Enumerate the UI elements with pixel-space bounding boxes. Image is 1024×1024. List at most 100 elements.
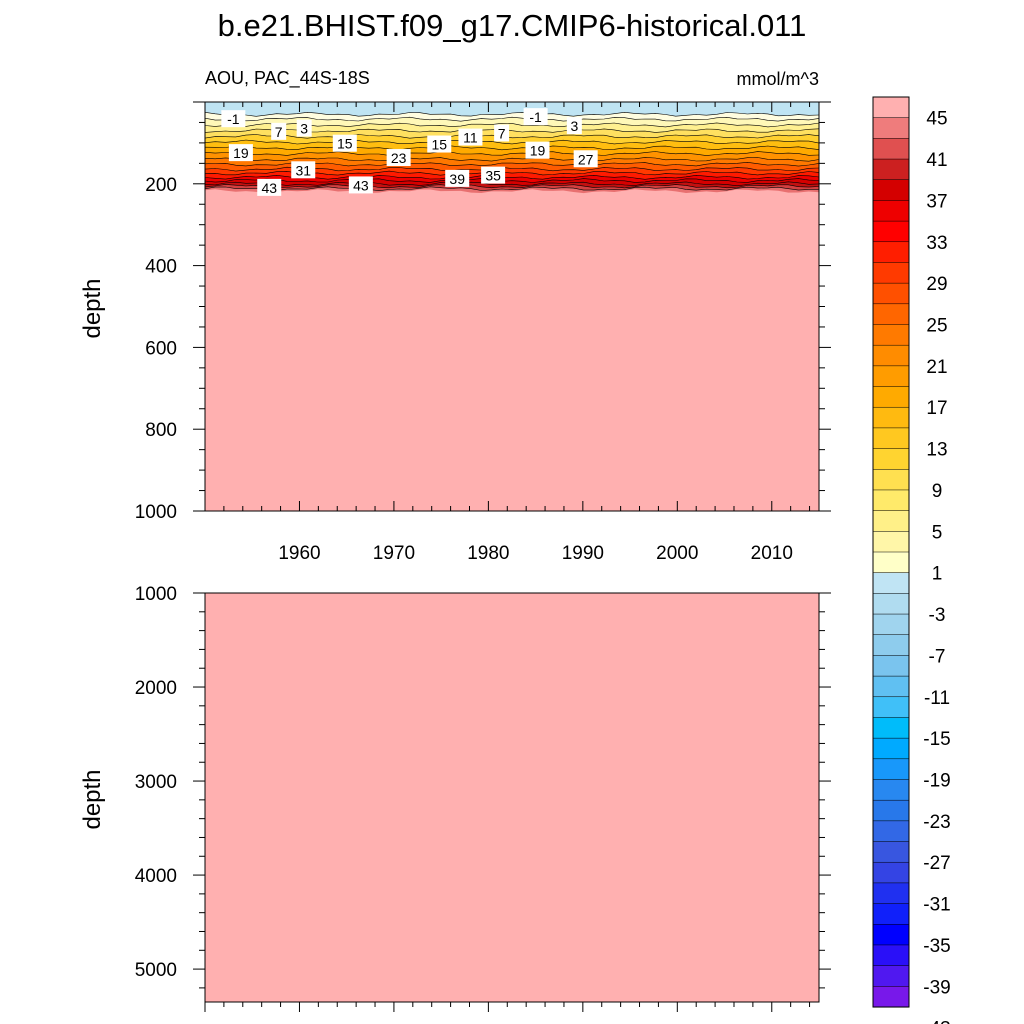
upper-y-axis-label: depth — [79, 278, 106, 338]
colorbar-box — [872, 986, 910, 1008]
contour-band — [205, 102, 819, 117]
x-tick-label: 1960 — [278, 543, 320, 564]
svg-text:-1: -1 — [227, 111, 240, 127]
lower-panel: 1000 2000 3000 4000 5000 depth — [79, 584, 831, 1012]
contour-line — [204, 134, 820, 139]
contour-label: 19 — [228, 144, 253, 162]
y-tick-label: 800 — [145, 420, 177, 441]
y-tick-label: 5000 — [135, 960, 177, 981]
contour-line — [204, 111, 820, 117]
contour-band — [205, 162, 819, 172]
colorbar-box — [872, 882, 910, 905]
contour-label: 7 — [494, 124, 510, 142]
colorbar-box — [872, 717, 910, 739]
svg-text:43: 43 — [261, 180, 277, 196]
svg-text:35: 35 — [485, 168, 501, 184]
colorbar-label: -39 — [923, 977, 950, 998]
colorbar-box — [872, 634, 910, 656]
colorbar-label: -19 — [923, 771, 950, 792]
colorbar-label: 37 — [926, 191, 947, 212]
colorbar-box — [872, 489, 910, 512]
colorbar: 45 41 37 33 29 25 21 17 13 9 5 1 -3 -7 -11 -15 -19 -23 -27… — [872, 96, 951, 1024]
colorbar-label: 5 — [932, 522, 943, 543]
colorbar-box — [872, 220, 910, 243]
colorbar-label: -15 — [923, 729, 950, 750]
colorbar-box — [872, 448, 910, 470]
svg-text:15: 15 — [431, 137, 447, 153]
colorbar-box — [872, 820, 910, 843]
contour-label: 27 — [573, 150, 598, 168]
svg-text:-1: -1 — [529, 109, 542, 125]
colorbar-label: 41 — [926, 150, 947, 171]
colorbar-box — [872, 696, 910, 719]
chart-title: b.e21.BHIST.f09_g17.CMIP6-historical.011 — [218, 8, 807, 43]
x-tick-label: 2010 — [751, 543, 793, 564]
colorbar-label: -35 — [923, 936, 950, 957]
upper-ticks: 1960 1970 1980 1990 2000 2010 200 400 600 800 1000 — [135, 101, 831, 564]
y-tick-label: 2000 — [135, 678, 177, 699]
x-tick-label: 1980 — [467, 543, 509, 564]
colorbar-box — [872, 613, 910, 636]
x-tick-label: 1990 — [562, 543, 604, 564]
y-tick-label: 4000 — [135, 866, 177, 887]
contour-band — [205, 117, 819, 127]
colorbar-box — [872, 779, 910, 801]
colorbar-box — [872, 924, 910, 946]
colorbar-box — [872, 841, 910, 863]
contour-label: 7 — [271, 122, 287, 140]
upper-contour-labels: -1 7 3 19 15 31 23 15 11 7 -1 3 19 27 39 35 43 43 — [221, 108, 598, 196]
contour-label: 31 — [291, 161, 316, 179]
svg-text:19: 19 — [233, 145, 249, 161]
colorbar-label: -27 — [923, 853, 950, 874]
colorbar-box — [872, 758, 910, 781]
colorbar-box — [872, 593, 910, 615]
svg-text:7: 7 — [275, 124, 283, 140]
y-tick-label: 200 — [145, 175, 177, 196]
svg-text:19: 19 — [530, 143, 546, 159]
contour-label: 35 — [481, 166, 506, 184]
lower-ticks: 1000 2000 3000 4000 5000 — [135, 584, 831, 1012]
svg-text:39: 39 — [449, 171, 465, 187]
colorbar-label: -3 — [929, 605, 946, 626]
colorbar-box — [872, 903, 910, 925]
contour-label: 39 — [445, 169, 470, 187]
colorbar-box — [872, 510, 910, 532]
contour-band — [205, 128, 819, 139]
colorbar-box — [872, 344, 910, 367]
colorbar-box — [872, 324, 910, 346]
lower-frame — [204, 592, 820, 1003]
contour-label: 11 — [458, 128, 483, 146]
lower-plot-area — [205, 593, 819, 1002]
colorbar-box — [872, 303, 910, 326]
contour-band — [205, 122, 819, 133]
svg-text:15: 15 — [337, 136, 353, 152]
colorbar-box — [872, 965, 910, 987]
contour-label: -1 — [221, 110, 246, 128]
colorbar-box — [872, 675, 910, 698]
units-label: mmol/m^3 — [737, 69, 819, 89]
contour-band — [205, 151, 819, 162]
colorbar-label: 9 — [932, 481, 943, 502]
svg-text:43: 43 — [353, 177, 369, 193]
contour-label: 19 — [525, 141, 550, 159]
contour-line — [204, 139, 820, 145]
colorbar-box — [872, 262, 910, 284]
colorbar-box — [872, 655, 910, 677]
colorbar-label: 25 — [926, 316, 947, 337]
colorbar-box — [872, 572, 910, 594]
contour-band — [205, 167, 819, 176]
colorbar-label: -7 — [929, 646, 946, 667]
svg-text:23: 23 — [391, 150, 407, 166]
colorbar-box — [872, 158, 910, 181]
contour-label: 3 — [566, 117, 582, 135]
colorbar-box — [872, 138, 910, 160]
upper-contour-bands — [204, 102, 820, 194]
colorbar-label: 21 — [926, 357, 947, 378]
colorbar-box — [872, 365, 910, 388]
svg-text:11: 11 — [463, 130, 478, 146]
contour-line — [204, 151, 820, 156]
contour-line — [204, 184, 820, 189]
colorbar-box — [872, 427, 910, 450]
y-tick-label: 1000 — [135, 584, 177, 605]
